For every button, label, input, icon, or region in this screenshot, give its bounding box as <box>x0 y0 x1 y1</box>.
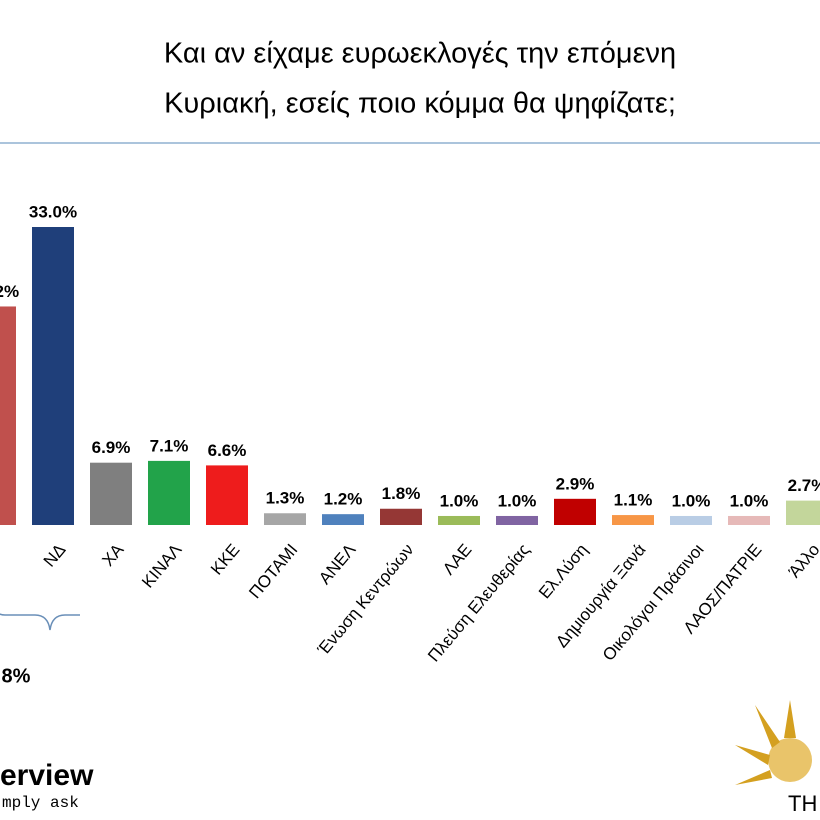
x-tick-label: ΚΙΝΑΛ <box>138 540 186 592</box>
x-tick-label: ΝΔ <box>40 540 70 570</box>
bar <box>438 515 480 525</box>
bar <box>786 500 820 525</box>
bar <box>264 513 306 525</box>
logo-sun <box>768 738 812 782</box>
sun-logo <box>735 700 812 785</box>
x-tick-label: ΛΑΕ <box>439 540 475 578</box>
value-label: 6.9% <box>92 438 131 457</box>
bar <box>322 514 364 525</box>
bar <box>612 515 654 525</box>
value-label: 33.0% <box>29 202 77 221</box>
logo-rays <box>735 700 796 785</box>
logo-text: TH <box>788 791 817 816</box>
value-label: 1.0% <box>730 491 769 510</box>
logo-text: mply ask <box>2 794 79 812</box>
x-tick-label: ΠΟΤΑΜΙ <box>245 540 301 602</box>
bar <box>206 465 248 525</box>
value-label: 1.0% <box>440 491 479 510</box>
value-label: 2.9% <box>556 474 595 493</box>
chart-title: Κυριακή, εσείς ποιο κόμμα θα ψηφίζατε; <box>164 88 676 120</box>
brace <box>0 613 80 631</box>
chart-title: Και αν είχαμε ευρωεκλογές την επόμενη <box>164 38 676 70</box>
bar <box>90 462 132 525</box>
x-tick-label: Οικολόγοι Πράσινοι <box>599 540 708 664</box>
value-label: 1.0% <box>498 491 537 510</box>
value-label: 1.0% <box>672 491 711 510</box>
bar <box>496 515 538 525</box>
bar <box>0 306 16 525</box>
bar <box>380 508 422 525</box>
x-tick-label: Πλεύση Ελευθερίας <box>424 540 533 665</box>
logo-text: erview <box>0 759 94 792</box>
annotation: 8% <box>2 665 31 687</box>
x-tick-label: ΑΝΕΛ <box>315 540 360 588</box>
x-tick-label: Ελ.Λύση <box>535 540 591 602</box>
bar <box>670 515 712 525</box>
value-label: 7.1% <box>150 436 189 455</box>
bar <box>554 498 596 525</box>
bar <box>728 515 770 525</box>
value-label: 1.1% <box>614 491 653 510</box>
value-label: 1.2% <box>324 490 363 509</box>
value-label: 1.3% <box>266 489 305 508</box>
value-label: 2.7% <box>788 476 820 495</box>
bar <box>32 227 74 525</box>
value-label: 24.2% <box>0 282 19 301</box>
bar <box>148 460 190 525</box>
value-label: 1.8% <box>382 484 421 503</box>
x-tick-label: ΧΑ <box>98 540 128 570</box>
x-tick-label: Άλλο <box>785 540 820 581</box>
x-tick-label: ΚΚΕ <box>207 540 243 578</box>
value-label: 6.6% <box>208 441 247 460</box>
